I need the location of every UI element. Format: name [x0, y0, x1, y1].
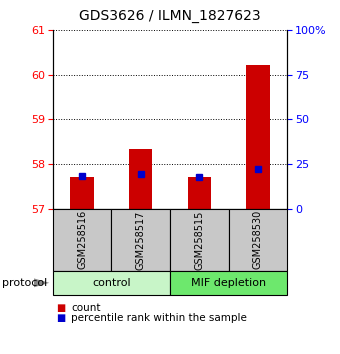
Text: percentile rank within the sample: percentile rank within the sample: [71, 313, 247, 323]
Text: GSM258530: GSM258530: [253, 210, 263, 269]
Text: count: count: [71, 303, 101, 313]
Bar: [70, 177, 94, 209]
Text: protocol: protocol: [2, 278, 47, 288]
Text: ■: ■: [56, 313, 65, 323]
Bar: [129, 149, 152, 209]
Text: control: control: [92, 278, 131, 288]
Text: ■: ■: [56, 303, 65, 313]
Bar: [246, 65, 270, 209]
Text: GSM258517: GSM258517: [136, 210, 146, 269]
Text: MIF depletion: MIF depletion: [191, 278, 266, 288]
Bar: [188, 177, 211, 209]
Text: GSM258516: GSM258516: [77, 210, 87, 269]
Text: GSM258515: GSM258515: [194, 210, 204, 269]
Text: GDS3626 / ILMN_1827623: GDS3626 / ILMN_1827623: [79, 9, 261, 23]
